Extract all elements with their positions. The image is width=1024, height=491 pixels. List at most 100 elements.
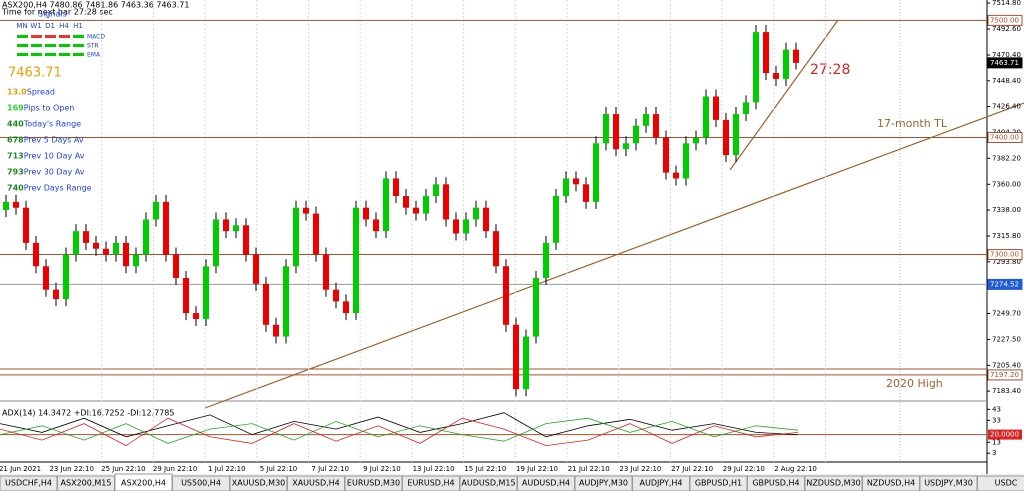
info-value: 793 [7,168,24,177]
candle-body [463,219,469,234]
candle-body [53,289,59,300]
candle-body [733,114,739,156]
y-tick-label: 7382.20 [992,154,1021,162]
candle-body [763,32,769,74]
candle-body [403,196,409,208]
y-tick-label: 7448.40 [992,77,1021,85]
tab-label[interactable]: XAUUSD,M30 [232,479,286,488]
tab[interactable] [977,475,1024,491]
candle-body [723,119,729,156]
tab-label[interactable]: US500,H4 [181,479,221,488]
info-label: Spread [27,88,55,97]
candle-body [3,201,9,211]
price-tag [988,429,1022,440]
tab-label[interactable]: USDCHF,H4 [5,479,52,488]
tab-label[interactable]: AUDJPY,M30 [579,479,628,488]
info-label: Today's Range [23,120,81,129]
price-tag [987,369,1023,381]
candle-body [283,266,289,337]
y-tick-label: 7205.40 [992,361,1021,369]
timeframe-label: MN [16,22,27,30]
price-tag [987,57,1023,69]
candle-body [513,324,519,390]
candle-body [323,254,329,290]
tab-label[interactable]: GBPUSD,H1 [695,479,742,488]
tab-label[interactable]: AUDJPY,H4 [639,479,682,488]
trend-line [204,102,1024,409]
tab-label[interactable]: AUDUSD,M15 [461,479,515,488]
tab-label[interactable]: GBPUSD,H4 [752,479,799,488]
info-label: Prev 10 Day Av [24,152,85,161]
candle-body [23,207,29,243]
chart-subtitle: Time for next bar 27:28 sec [1,8,113,17]
tab-label[interactable]: NZDUSD,M30 [806,479,860,488]
timeframe-label: D1 [45,22,55,30]
x-tick-label: 23 Jun 22:10 [49,465,93,473]
candle-body [593,143,599,202]
x-tick-label: 27 Jul 22:10 [671,465,713,473]
candle-body [633,125,639,144]
candle-body [783,49,789,79]
tab-label[interactable]: USDJPY,M30 [924,479,973,488]
candle-body [213,219,219,267]
tab-label[interactable]: ASX200,H4 [121,479,166,488]
y-tick-label: 3 [992,449,996,457]
info-value: 169 [7,104,24,113]
y-tick-label: 7315.80 [992,232,1021,240]
x-tick-label: 1 Jul 22:10 [208,465,246,473]
y-tick-label: 33 [992,416,1001,424]
signal-bars [17,35,84,56]
candle-body [563,178,569,197]
info-value: 713 [7,152,24,161]
candle-body [133,254,139,267]
candle-body [453,219,459,234]
candle-body [753,32,759,103]
x-tick-label: 2 Aug 22:10 [774,465,817,473]
candle-body [713,96,719,120]
tab-label[interactable]: NZDUSD,H4 [867,479,915,488]
price-tag [987,131,1023,143]
candle-body [63,254,69,300]
candle-body [303,207,309,214]
x-tick-label: 29 Jun 22:10 [153,465,197,473]
candle-body [373,219,379,232]
candle-body [433,184,439,197]
x-tick-label: 9 Jul 22:10 [363,465,401,473]
y-tick-label: 20.0000 [990,431,1019,439]
price-tag [987,249,1023,261]
indicator-title: ADX(14) 14.3472 +DI:16.7252 -DI:12.7785 [2,409,174,418]
tab-label[interactable]: ASX200,M15 [61,479,112,488]
x-tick-label: 15 Jul 22:10 [464,465,506,473]
tab-label[interactable]: XAUUSD,H4 [292,479,340,488]
candle-body [683,143,689,179]
candle-body [13,201,19,208]
tab-label[interactable]: USDC [995,479,1018,488]
candle-body [183,277,189,314]
info-label: Prev 5 Days Av [24,136,84,145]
candle-body [263,283,269,325]
info-label: Prev Days Range [24,184,92,193]
y-tick-label: 7183.40 [992,387,1021,395]
short-trend-line [729,19,839,171]
indicator-line [0,412,799,438]
timeframe-label: W1 [30,22,41,30]
y-tick-label: 7293.80 [992,258,1021,266]
candle-body [443,184,449,220]
candle-body [793,49,799,63]
tab-label[interactable]: EURUSD,M30 [347,479,400,488]
candle-body [503,266,509,325]
candle-body [493,231,499,267]
candle-body [203,266,209,319]
signals-heading: Signals [38,10,67,19]
candle-body [583,184,589,202]
candle-body [193,313,199,319]
indicator-name: STR [87,43,99,50]
tab-label[interactable]: AUDUSD,H4 [522,479,570,488]
candle-body [243,225,249,255]
y-tick-label: 7338.00 [992,206,1021,214]
countdown: 27:28 [810,62,850,78]
tab-label[interactable]: EURUSD,H4 [407,479,454,488]
candle-body [533,277,539,337]
